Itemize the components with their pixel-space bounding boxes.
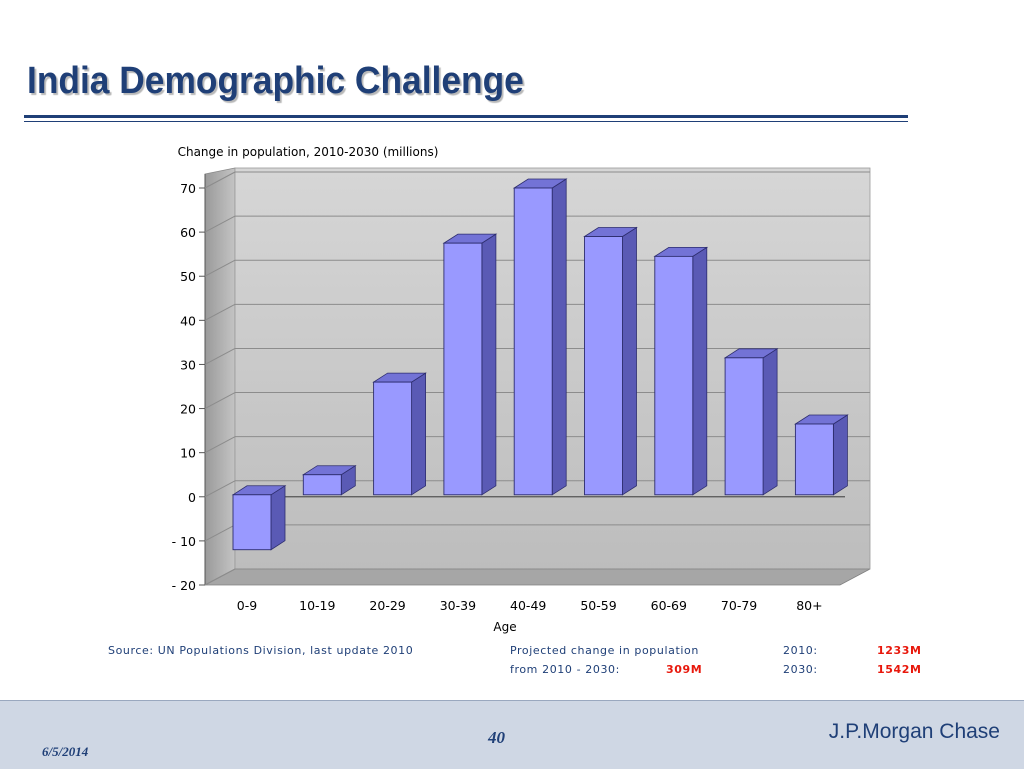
population-change-chart: Change in population, 2010-2030 (million… bbox=[172, 145, 871, 634]
projection-2010-label: 2010: bbox=[783, 644, 818, 657]
bar-front bbox=[232, 494, 272, 551]
gridline-side bbox=[204, 348, 236, 365]
gridline-side bbox=[204, 215, 236, 233]
bar-front bbox=[443, 242, 483, 496]
y-tick-label: - 20 bbox=[172, 578, 196, 593]
projection-change-value: 309M bbox=[666, 663, 703, 676]
gridline-side bbox=[204, 259, 236, 277]
gridline-side bbox=[204, 392, 236, 409]
chart-side-wall bbox=[204, 167, 236, 586]
bar-side bbox=[833, 414, 848, 496]
y-tick-label: - 10 bbox=[172, 534, 196, 549]
footer-date: 6/5/2014 bbox=[42, 744, 89, 759]
y-tick-label: 0 bbox=[188, 490, 196, 505]
chart-title: Change in population, 2010-2030 (million… bbox=[178, 145, 439, 159]
bar-60-69 bbox=[653, 246, 709, 496]
y-tick-label: 70 bbox=[180, 181, 196, 196]
gridline-side bbox=[204, 524, 236, 542]
gridline-side bbox=[204, 171, 236, 189]
y-tick-label: 10 bbox=[180, 446, 196, 461]
y-tick-label: 60 bbox=[180, 225, 196, 240]
x-tick-label: 20-29 bbox=[369, 598, 405, 613]
y-tick-label: 20 bbox=[180, 402, 196, 417]
bar-front bbox=[373, 381, 413, 496]
bar-side bbox=[762, 348, 778, 496]
x-tick-label: 50-59 bbox=[580, 598, 616, 613]
y-tick-label: 50 bbox=[180, 269, 196, 284]
chart-bars bbox=[231, 178, 849, 551]
bar-front bbox=[654, 255, 694, 496]
bar-side bbox=[692, 246, 708, 496]
source-note: Source: UN Populations Division, last up… bbox=[108, 644, 414, 657]
bar-front bbox=[724, 357, 764, 496]
bar-side bbox=[411, 372, 427, 496]
title-rule-thick bbox=[24, 115, 908, 118]
bar-70-79 bbox=[723, 348, 779, 496]
x-tick-label: 60-69 bbox=[651, 598, 687, 613]
y-axis-tick-labels: 70 60 50 40 30 20 10 0 - 10 - 20 bbox=[172, 181, 196, 593]
bar-20-29 bbox=[372, 372, 427, 496]
bar-side bbox=[481, 233, 497, 496]
x-tick-label: 30-39 bbox=[440, 598, 476, 613]
x-tick-label: 0-9 bbox=[237, 598, 257, 613]
projection-2030-label: 2030: bbox=[783, 663, 818, 676]
x-tick-label: 40-49 bbox=[510, 598, 546, 613]
gridline-side bbox=[204, 568, 236, 586]
title-rule-thin bbox=[24, 121, 908, 122]
y-tick-label: 30 bbox=[180, 357, 196, 372]
bar-front bbox=[584, 236, 623, 496]
bar-30-39 bbox=[442, 233, 498, 496]
x-axis-tick-labels: 0-9 10-19 20-29 30-39 40-49 50-59 60-69 70-79 80… bbox=[237, 598, 823, 613]
gridline-side bbox=[204, 480, 236, 498]
bar-0-9 bbox=[231, 485, 287, 551]
projection-line2-label: from 2010 - 2030: bbox=[510, 663, 620, 676]
x-axis-label: Age bbox=[493, 620, 516, 634]
bar-front bbox=[513, 187, 553, 496]
bar-front bbox=[302, 474, 342, 496]
bar-50-59 bbox=[583, 226, 638, 496]
bar-10-19 bbox=[301, 464, 357, 496]
slide-title: India Demographic Challenge bbox=[27, 60, 524, 102]
page-number: 40 bbox=[488, 728, 505, 747]
gridline-side bbox=[204, 303, 236, 321]
y-tick-label: 40 bbox=[180, 313, 196, 328]
bar-side bbox=[622, 226, 637, 496]
bar-side bbox=[551, 178, 567, 496]
x-tick-label: 10-19 bbox=[299, 598, 335, 613]
brand-logo-text: J.P.Morgan Chase bbox=[828, 720, 1000, 743]
bar-side bbox=[270, 485, 286, 551]
bar-80+ bbox=[794, 414, 849, 496]
projection-line1-label: Projected change in population bbox=[510, 644, 699, 657]
bar-front bbox=[794, 423, 834, 496]
gridline-side bbox=[204, 436, 236, 454]
projection-2010-value: 1233M bbox=[877, 644, 922, 657]
slide-footer: 6/5/2014 40 J.P.Morgan Chase bbox=[0, 700, 1024, 769]
x-tick-label: 80+ bbox=[796, 598, 822, 613]
chart-floor bbox=[204, 568, 871, 586]
projection-2030-value: 1542M bbox=[877, 663, 922, 676]
bar-40-49 bbox=[512, 178, 568, 496]
x-tick-label: 70-79 bbox=[721, 598, 757, 613]
